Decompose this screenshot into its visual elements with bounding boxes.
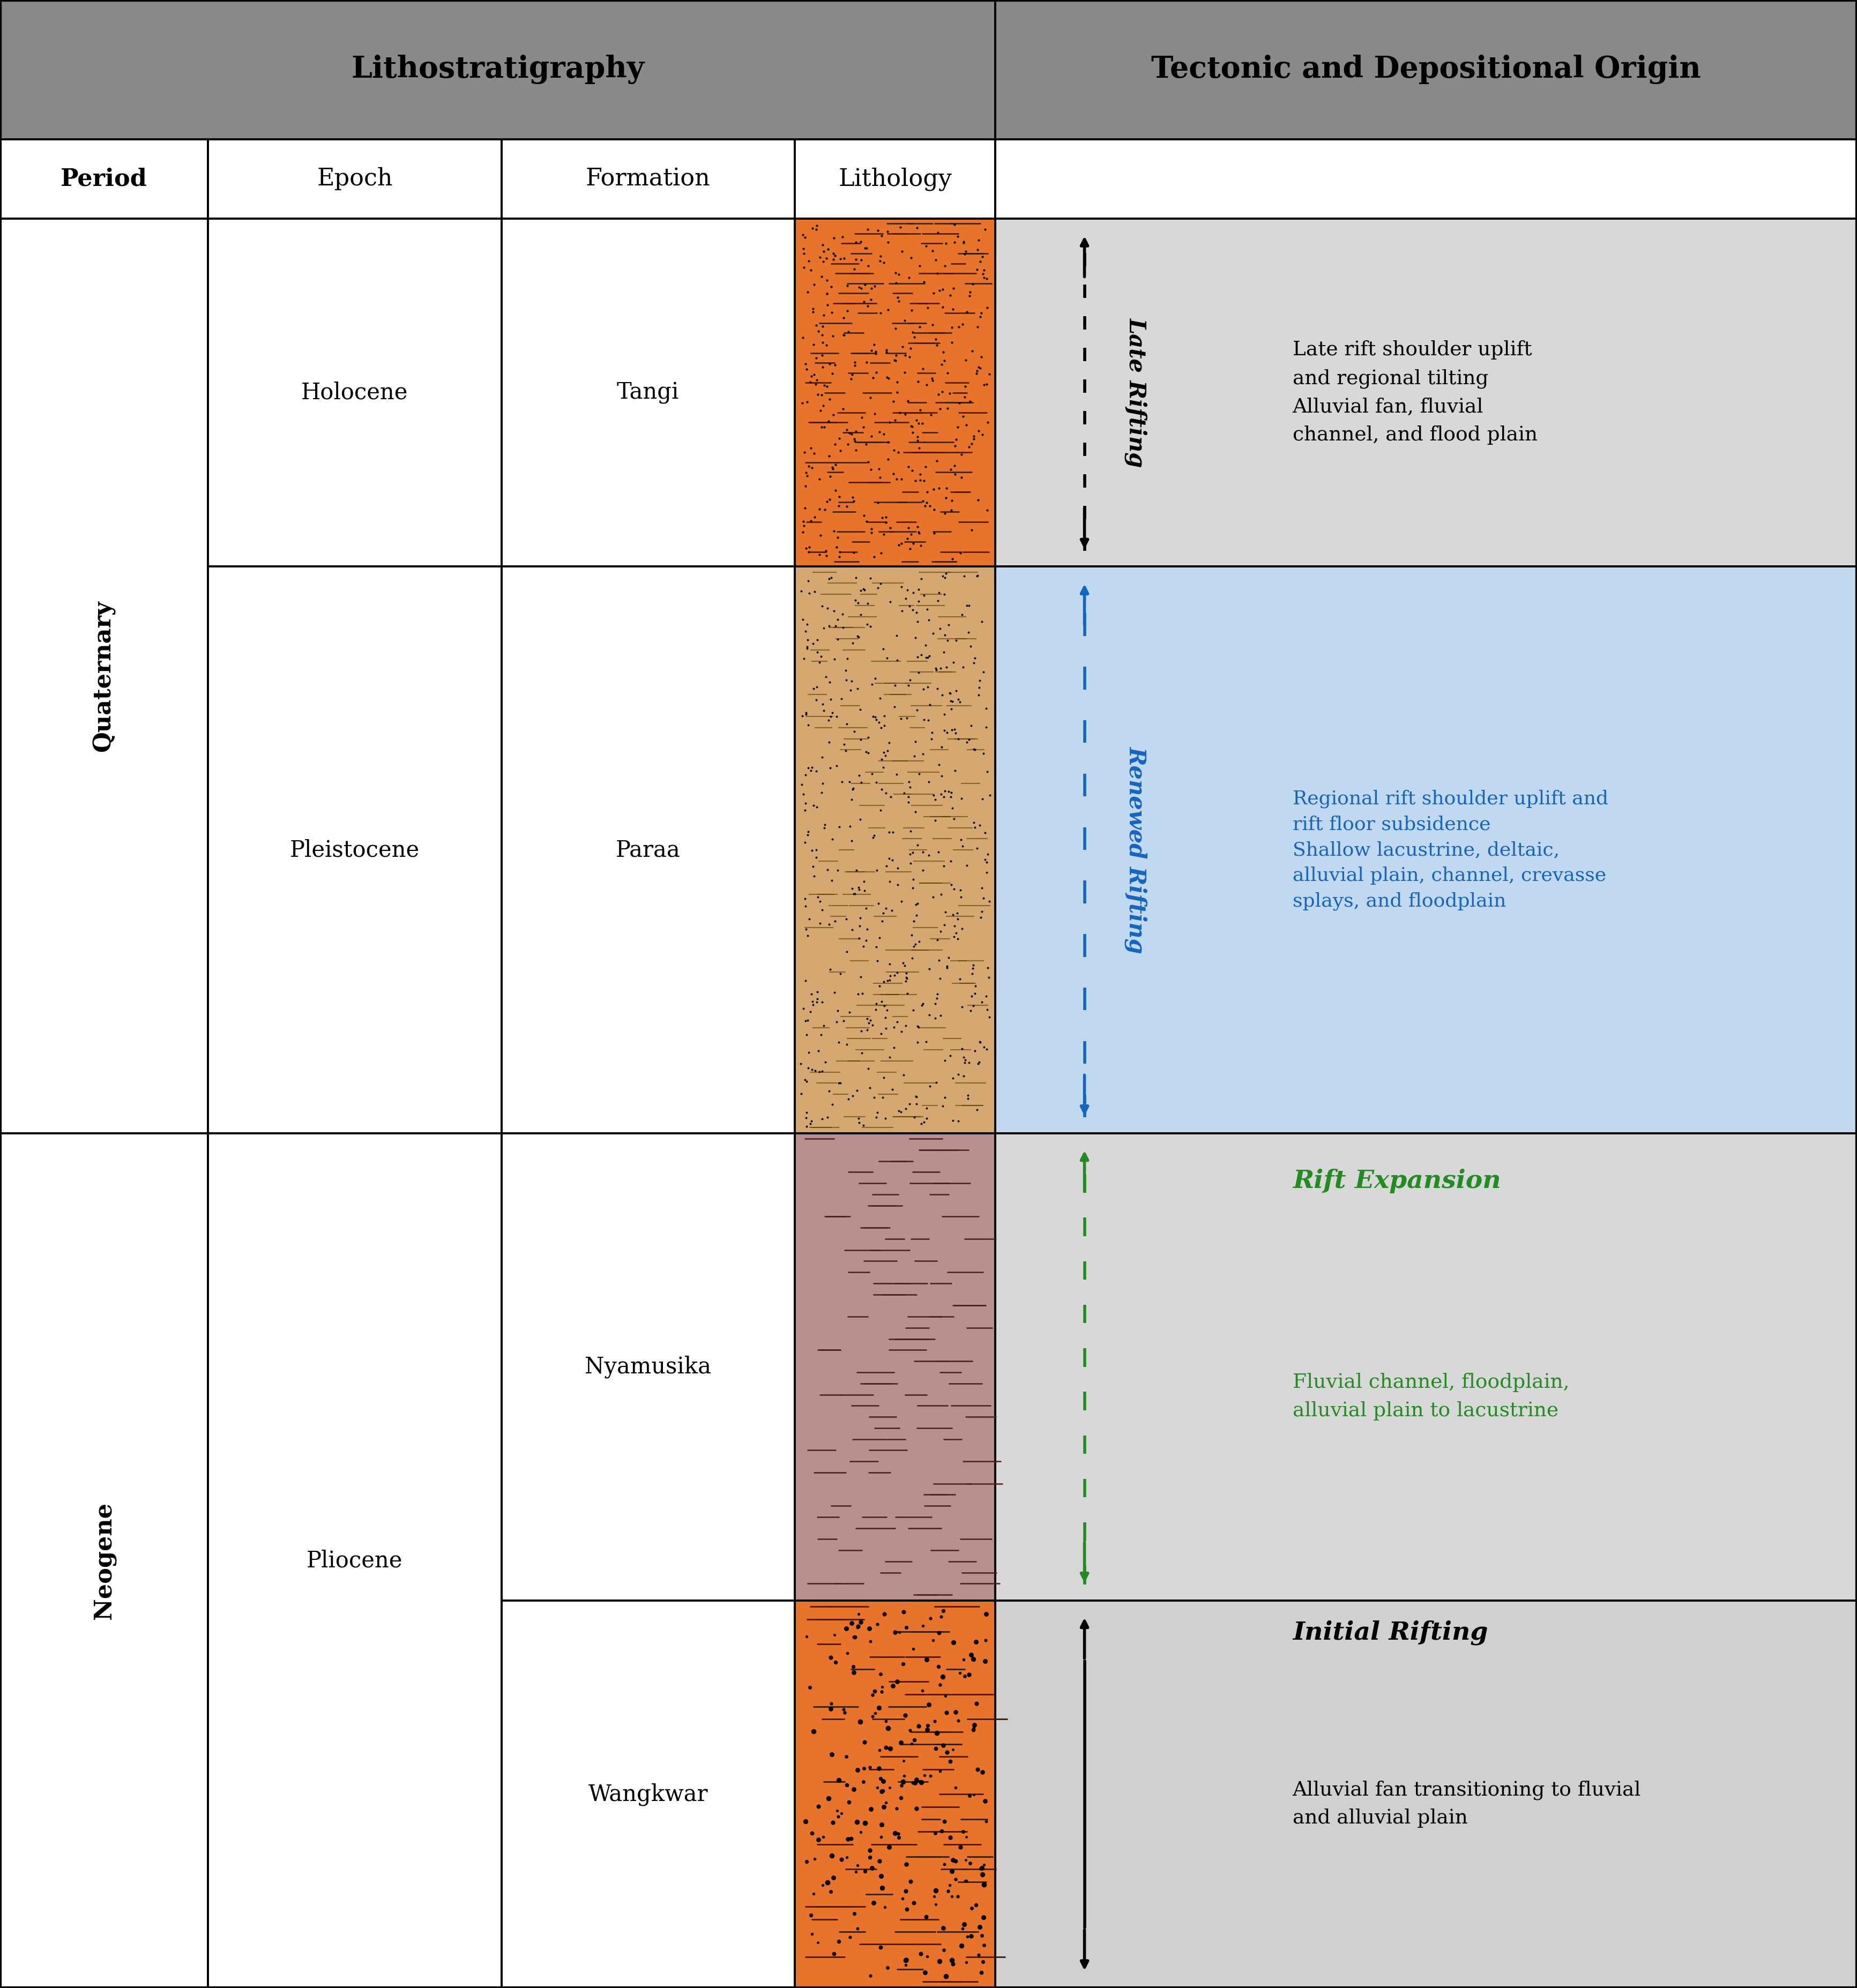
Bar [501, 567, 795, 1133]
Text: Epoch: Epoch [318, 167, 392, 191]
Text: Rift Expansion: Rift Expansion [1292, 1169, 1500, 1193]
Text: Regional rift shoulder uplift and
rift floor subsidence
Shallow lacustrine, delt: Regional rift shoulder uplift and rift f… [1292, 789, 1608, 911]
Bar [0, 219, 208, 1133]
Text: Lithostratigraphy: Lithostratigraphy [351, 56, 644, 83]
Text: Period: Period [61, 167, 147, 191]
Bar [795, 219, 995, 567]
Bar [795, 1133, 995, 1600]
Bar [208, 1133, 501, 1988]
Bar [501, 1600, 795, 1988]
Text: Fluvial channel, floodplain,
alluvial plain to lacustrine: Fluvial channel, floodplain, alluvial pl… [1292, 1374, 1569, 1419]
Bar [995, 219, 1857, 567]
Bar [0, 139, 208, 219]
Bar [208, 219, 501, 567]
Text: Wangkwar: Wangkwar [589, 1783, 708, 1805]
Text: Pliocene: Pliocene [306, 1549, 403, 1573]
Bar [0, 1133, 208, 1988]
Text: Alluvial fan transitioning to fluvial
and alluvial plain: Alluvial fan transitioning to fluvial an… [1292, 1779, 1642, 1829]
Bar [501, 219, 795, 567]
Bar [795, 1600, 995, 1988]
Bar [995, 0, 1857, 139]
Bar [208, 139, 501, 219]
Text: Formation: Formation [585, 167, 711, 191]
Text: Tectonic and Depositional Origin: Tectonic and Depositional Origin [1151, 56, 1701, 83]
Text: Nyamusika: Nyamusika [585, 1356, 711, 1378]
Text: Quaternary: Quaternary [93, 600, 115, 751]
Text: Pleistocene: Pleistocene [290, 839, 420, 861]
Text: Paraa: Paraa [617, 839, 680, 861]
Text: Holocene: Holocene [301, 382, 409, 404]
Bar [995, 567, 1857, 1133]
Text: Initial Rifting: Initial Rifting [1292, 1620, 1487, 1646]
Bar [995, 1600, 1857, 1988]
Text: Renewed Rifting: Renewed Rifting [1125, 746, 1148, 954]
Bar [501, 1133, 795, 1600]
Text: Tangi: Tangi [617, 382, 680, 404]
Bar [208, 567, 501, 1133]
Bar [0, 0, 995, 139]
Text: Lithology: Lithology [838, 167, 953, 191]
Bar [795, 139, 995, 219]
Bar [995, 1133, 1857, 1600]
Bar [501, 139, 795, 219]
Bar [795, 567, 995, 1133]
Bar [995, 139, 1857, 219]
Text: Late rift shoulder uplift
and regional tilting
Alluvial fan, fluvial
channel, an: Late rift shoulder uplift and regional t… [1292, 340, 1538, 445]
Text: Late Rifting: Late Rifting [1125, 318, 1148, 467]
Text: Neogene: Neogene [93, 1501, 115, 1620]
